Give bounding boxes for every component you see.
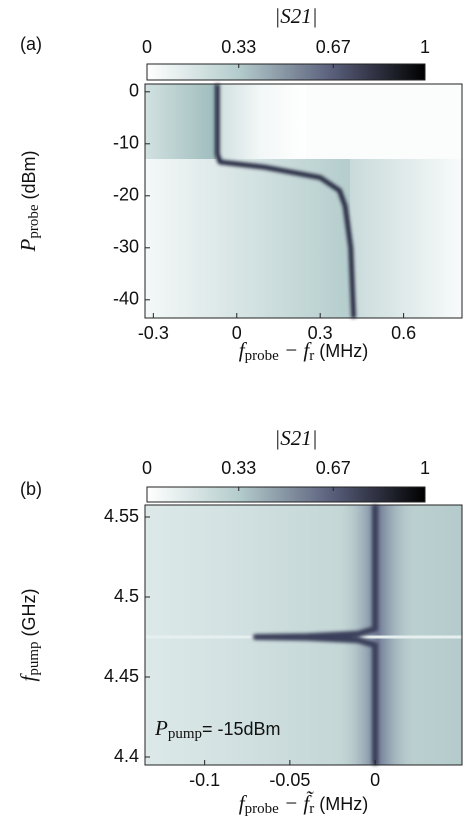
y-tick-label: 4.5 [114,586,139,606]
label-part: (MHz) [314,794,368,814]
x-tick-label: -0.05 [269,770,310,790]
label-part: pump [168,726,202,742]
colorbar-tick-label: 0.67 [316,37,351,57]
y-tick-label: -20 [113,185,139,205]
annotation: Ppump= -15dBm [154,716,281,743]
colorbar [146,486,426,503]
resonance-trace [252,505,379,765]
label-part: probe [26,204,42,238]
colorbar-tick-label: 0 [142,458,152,478]
plot-frame [144,504,463,766]
y-tick-label: 4.4 [114,746,139,766]
colorbar-tick-label: 0.67 [316,458,351,478]
label-part: r [309,348,314,364]
label-part: − f̃ [279,790,315,814]
x-axis-label: fprobe − f̃r (MHz) [239,790,369,817]
label-part: probe [245,801,279,817]
colorbar-tick-label: 1 [420,458,430,478]
x-tick-label: -0.1 [189,770,220,790]
label-part: (GHz) [19,588,39,641]
x-tick-label: 0 [370,770,380,790]
x-tick-label: 0 [232,323,242,343]
label-part: (MHz) [314,341,368,361]
colorbar-tick-label: 1 [420,37,430,57]
x-tick-label: 0.6 [391,323,416,343]
label-part: r [309,801,314,817]
x-tick-label: 0.3 [308,323,333,343]
y-tick-label: 0 [129,81,139,101]
x-tick-label: -0.3 [138,323,169,343]
label-part: pump [26,641,42,675]
label-part: f [16,673,40,682]
colorbar-label: |S21| [274,426,317,450]
label-part: f [239,791,248,815]
panel-label: (b) [20,479,42,499]
plot-frame [144,83,463,319]
heatmap-a-background [145,84,462,318]
resonance-trace [214,84,357,319]
colorbar-tick-label: 0 [142,37,152,57]
colorbar-tick-label: 0.33 [221,458,256,478]
colorbar-label: |S21| [274,4,317,28]
label-part: P [16,238,40,252]
colorbar-tick-label: 0.33 [221,37,256,57]
x-axis-label: fprobe − fr (MHz) [239,338,369,365]
y-tick-label: 4.55 [104,506,139,526]
label-part: (dBm) [19,151,39,205]
colorbar [146,63,426,81]
y-tick-label: 4.45 [104,666,139,686]
label-part: probe [245,348,279,364]
y-axis-label: fpump (GHz) [16,588,43,681]
label-part: − f [279,338,313,362]
y-tick-label: -10 [113,133,139,153]
label-part: P [154,716,168,740]
y-tick-label: -40 [113,289,139,309]
label-part: = -15dBm [202,719,281,739]
y-tick-label: -30 [113,237,139,257]
label-part: f [239,338,248,362]
panel-label: (a) [20,34,42,54]
y-axis-label: Pprobe (dBm) [16,151,43,253]
